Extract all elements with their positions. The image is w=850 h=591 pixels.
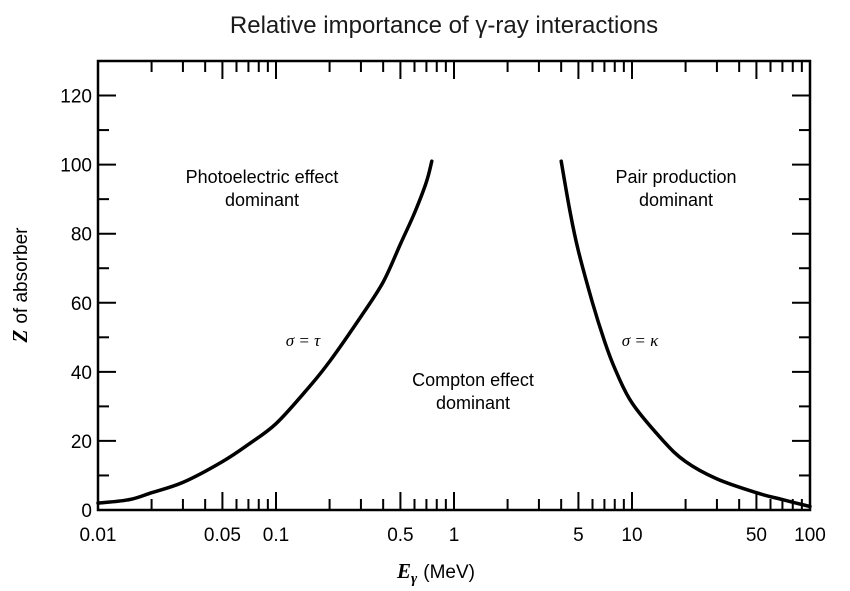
annotation-photoelectric-line1: Photoelectric effect xyxy=(186,167,339,187)
annotation-photoelectric-line2: dominant xyxy=(225,190,299,210)
y-tick-label: 80 xyxy=(71,225,92,246)
y-tick-label: 100 xyxy=(60,156,92,177)
x-axis-label-subscript: γ xyxy=(411,571,418,587)
annotation-compton-line1: Compton effect xyxy=(412,370,534,390)
series-label-sigma-kappa: σ = κ xyxy=(622,331,659,350)
curve-sigma-kappa xyxy=(559,159,812,509)
x-axis-label-symbol: E xyxy=(396,559,411,583)
y-tick-label: 40 xyxy=(71,363,92,384)
x-tick-label: 50 xyxy=(746,525,767,546)
x-axis-label-unit: (MeV) xyxy=(423,562,475,583)
y-axis-label-symbol: Z xyxy=(8,329,32,343)
y-tick-label: 0 xyxy=(81,501,92,522)
x-tick-label: 100 xyxy=(794,525,826,546)
x-tick-label: 10 xyxy=(621,525,642,546)
x-tick-label: 0.01 xyxy=(80,525,117,546)
y-tick-label: 120 xyxy=(60,87,92,108)
curves xyxy=(96,159,812,509)
curve-sigma-tau xyxy=(96,159,434,505)
x-tick-label: 0.5 xyxy=(387,525,413,546)
x-tick-label: 0.1 xyxy=(263,525,289,546)
x-tick-label: 1 xyxy=(449,525,460,546)
annotation-pair-line2: dominant xyxy=(639,190,713,210)
x-tick-label: 5 xyxy=(573,525,584,546)
series-label-sigma-tau: σ = τ xyxy=(286,331,321,350)
chart-title: Relative importance of γ-ray interaction… xyxy=(230,12,658,39)
x-tick-label: 0.05 xyxy=(204,525,241,546)
annotation-compton-line2: dominant xyxy=(436,393,510,413)
y-axis-label: Zof absorber xyxy=(8,227,32,344)
y-axis-label-rest: of absorber xyxy=(11,227,32,324)
axis-tick-labels: 0.01 0.05 0.1 0.5 1 5 10 50 100 0 20 40 60 80 100 120 xyxy=(60,87,826,546)
plot-frame xyxy=(96,59,812,512)
x-axis-label: Eγ (MeV) xyxy=(396,559,475,587)
annotation-pair-line1: Pair production xyxy=(615,167,736,187)
y-tick-label: 20 xyxy=(71,432,92,453)
axis-ticks xyxy=(97,60,810,511)
y-tick-label: 60 xyxy=(71,294,92,315)
